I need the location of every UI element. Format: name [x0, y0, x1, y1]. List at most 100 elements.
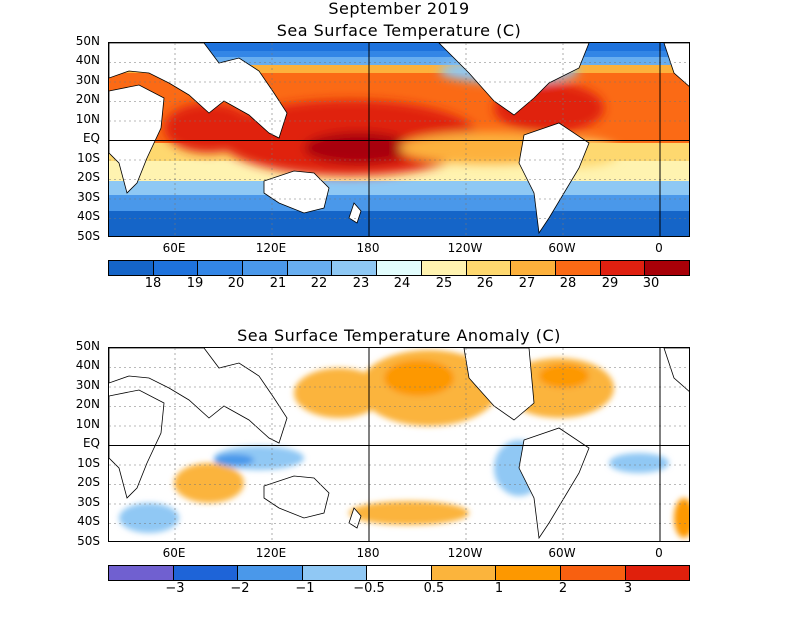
- africa-landmass: [109, 84, 165, 194]
- sst-colorbar-swatch: [645, 261, 689, 275]
- panel2-lat-label: 30S: [77, 495, 100, 509]
- sst-colorbar-label: 20: [227, 276, 245, 291]
- panel2-lat-label: 40N: [75, 358, 100, 372]
- eurasia-landmass: [109, 348, 288, 444]
- anomaly-colorbar-swatch: [560, 566, 626, 580]
- anomaly-colorbar-label: −2: [230, 581, 250, 596]
- sst-map: [108, 42, 690, 237]
- sst-colorbar-label: 22: [310, 276, 328, 291]
- sst-colorbar-swatch: [466, 261, 512, 275]
- sst-colorbar-label: 19: [186, 276, 204, 291]
- sst-colorbar-swatch: [332, 261, 378, 275]
- sst-colorbar-label: 28: [559, 276, 577, 291]
- anomaly-colorbar-label: 3: [623, 581, 633, 596]
- panel2-lat-label: EQ: [82, 436, 100, 450]
- panel2-title: Sea Surface Temperature Anomaly (C): [237, 326, 561, 345]
- northamerica-landmass: [463, 348, 535, 421]
- anomaly-colorbar-label: −0.5: [353, 581, 385, 596]
- panel1-lat-label: 10S: [77, 151, 100, 165]
- panel2-lon-label: 180: [356, 546, 380, 560]
- panel1-lon-label: 0: [655, 241, 663, 255]
- anomaly-colorbar-label: 2: [558, 581, 568, 596]
- sst-colorbar-label: 30: [642, 276, 660, 291]
- anomaly-colorbar-label: −1: [295, 581, 315, 596]
- panel1-title-line2: Sea Surface Temperature (C): [276, 21, 522, 40]
- anomaly-colorbar-swatch: [238, 566, 303, 580]
- panel2-lon-label: 0: [655, 546, 663, 560]
- panel1-lon-label: 180: [356, 241, 380, 255]
- sst-colorbar-swatch: [555, 261, 601, 275]
- eurasia-landmass: [109, 43, 288, 139]
- sst-colorbar-label: 18: [144, 276, 162, 291]
- panel1-lat-label: 40N: [75, 53, 100, 67]
- sst-colorbar-label: 27: [518, 276, 536, 291]
- europe-landmass: [663, 43, 689, 87]
- anomaly-colorbar-label: 0.5: [423, 581, 445, 596]
- panel2-lon-label: 60E: [162, 546, 186, 560]
- sst-colorbar-swatch: [421, 261, 467, 275]
- southamerica-landmass: [518, 427, 590, 540]
- sst-colorbar-label: 29: [601, 276, 619, 291]
- anomaly-colorbar-swatch: [625, 566, 690, 580]
- anomaly-colorbar-label: 1: [494, 581, 504, 596]
- southamerica-landmass: [518, 122, 590, 235]
- panel1-lat-label: 50N: [75, 34, 100, 48]
- northamerica-landmass: [438, 43, 590, 116]
- anomaly-colorbar-swatch: [109, 566, 174, 580]
- panel2-lat-label: 20S: [77, 475, 100, 489]
- sst-colorbar-label: 26: [476, 276, 494, 291]
- anomaly-colorbar-swatch: [367, 566, 432, 580]
- sst-colorbar-swatch: [109, 261, 154, 275]
- anomaly-colorbar-swatch: [496, 566, 561, 580]
- panel1-lat-label: 50S: [77, 229, 100, 243]
- sst-colorbar-label: 23: [352, 276, 370, 291]
- newzealand-landmass: [348, 202, 362, 224]
- panel1-lat-label: 30S: [77, 190, 100, 204]
- sst-colorbar-swatch: [600, 261, 646, 275]
- panel2-lon-label: 120W: [447, 546, 483, 560]
- europe-landmass: [663, 348, 689, 392]
- sst-colorbar: [108, 260, 690, 276]
- panel1-lat-label: 10N: [75, 112, 100, 126]
- panel1-lon-label: 120E: [255, 241, 287, 255]
- panel2-lat-label: 10S: [77, 456, 100, 470]
- anomaly-colorbar-swatch: [302, 566, 368, 580]
- australia-landmass: [263, 475, 330, 519]
- sst-colorbar-swatch: [153, 261, 199, 275]
- australia-landmass: [263, 170, 330, 214]
- panel2-lat-label: 20N: [75, 397, 100, 411]
- panel1-lon-label: 60E: [162, 241, 186, 255]
- anomaly-colorbar-label: −3: [165, 581, 185, 596]
- panel1-lat-label: 40S: [77, 209, 100, 223]
- sst-anomaly-map-field: [109, 348, 689, 541]
- sst-colorbar-swatch: [287, 261, 333, 275]
- panel2-lon-label: 60W: [548, 546, 576, 560]
- anomaly-colorbar-swatch: [173, 566, 239, 580]
- panel1-lat-label: 30N: [75, 73, 100, 87]
- anomaly-colorbar-swatch: [431, 566, 497, 580]
- panel1-title-line1: September 2019: [328, 0, 470, 18]
- sst-colorbar-swatch: [198, 261, 244, 275]
- sst-map-field: [109, 43, 689, 236]
- panel2-lat-label: 40S: [77, 514, 100, 528]
- sst-colorbar-swatch: [511, 261, 556, 275]
- sst-anomaly-map: [108, 347, 690, 542]
- sst-colorbar-label: 21: [269, 276, 287, 291]
- panel1-lon-label: 120W: [447, 241, 483, 255]
- panel2-lat-label: 50N: [75, 339, 100, 353]
- panel1-lat-label: EQ: [82, 131, 100, 145]
- panel2-lon-label: 120E: [255, 546, 287, 560]
- sst-colorbar-label: 24: [393, 276, 411, 291]
- panel2-lat-label: 30N: [75, 378, 100, 392]
- newzealand-landmass: [348, 507, 362, 529]
- sst-colorbar-swatch: [243, 261, 288, 275]
- panel2-lat-label: 50S: [77, 534, 100, 548]
- sst-anomaly-colorbar: [108, 565, 690, 581]
- africa-landmass: [109, 389, 165, 499]
- panel1-lat-label: 20S: [77, 170, 100, 184]
- sst-colorbar-label: 25: [435, 276, 453, 291]
- panel1-lon-label: 60W: [548, 241, 576, 255]
- panel2-lat-label: 10N: [75, 417, 100, 431]
- sst-colorbar-swatch: [377, 261, 422, 275]
- panel1-lat-label: 20N: [75, 92, 100, 106]
